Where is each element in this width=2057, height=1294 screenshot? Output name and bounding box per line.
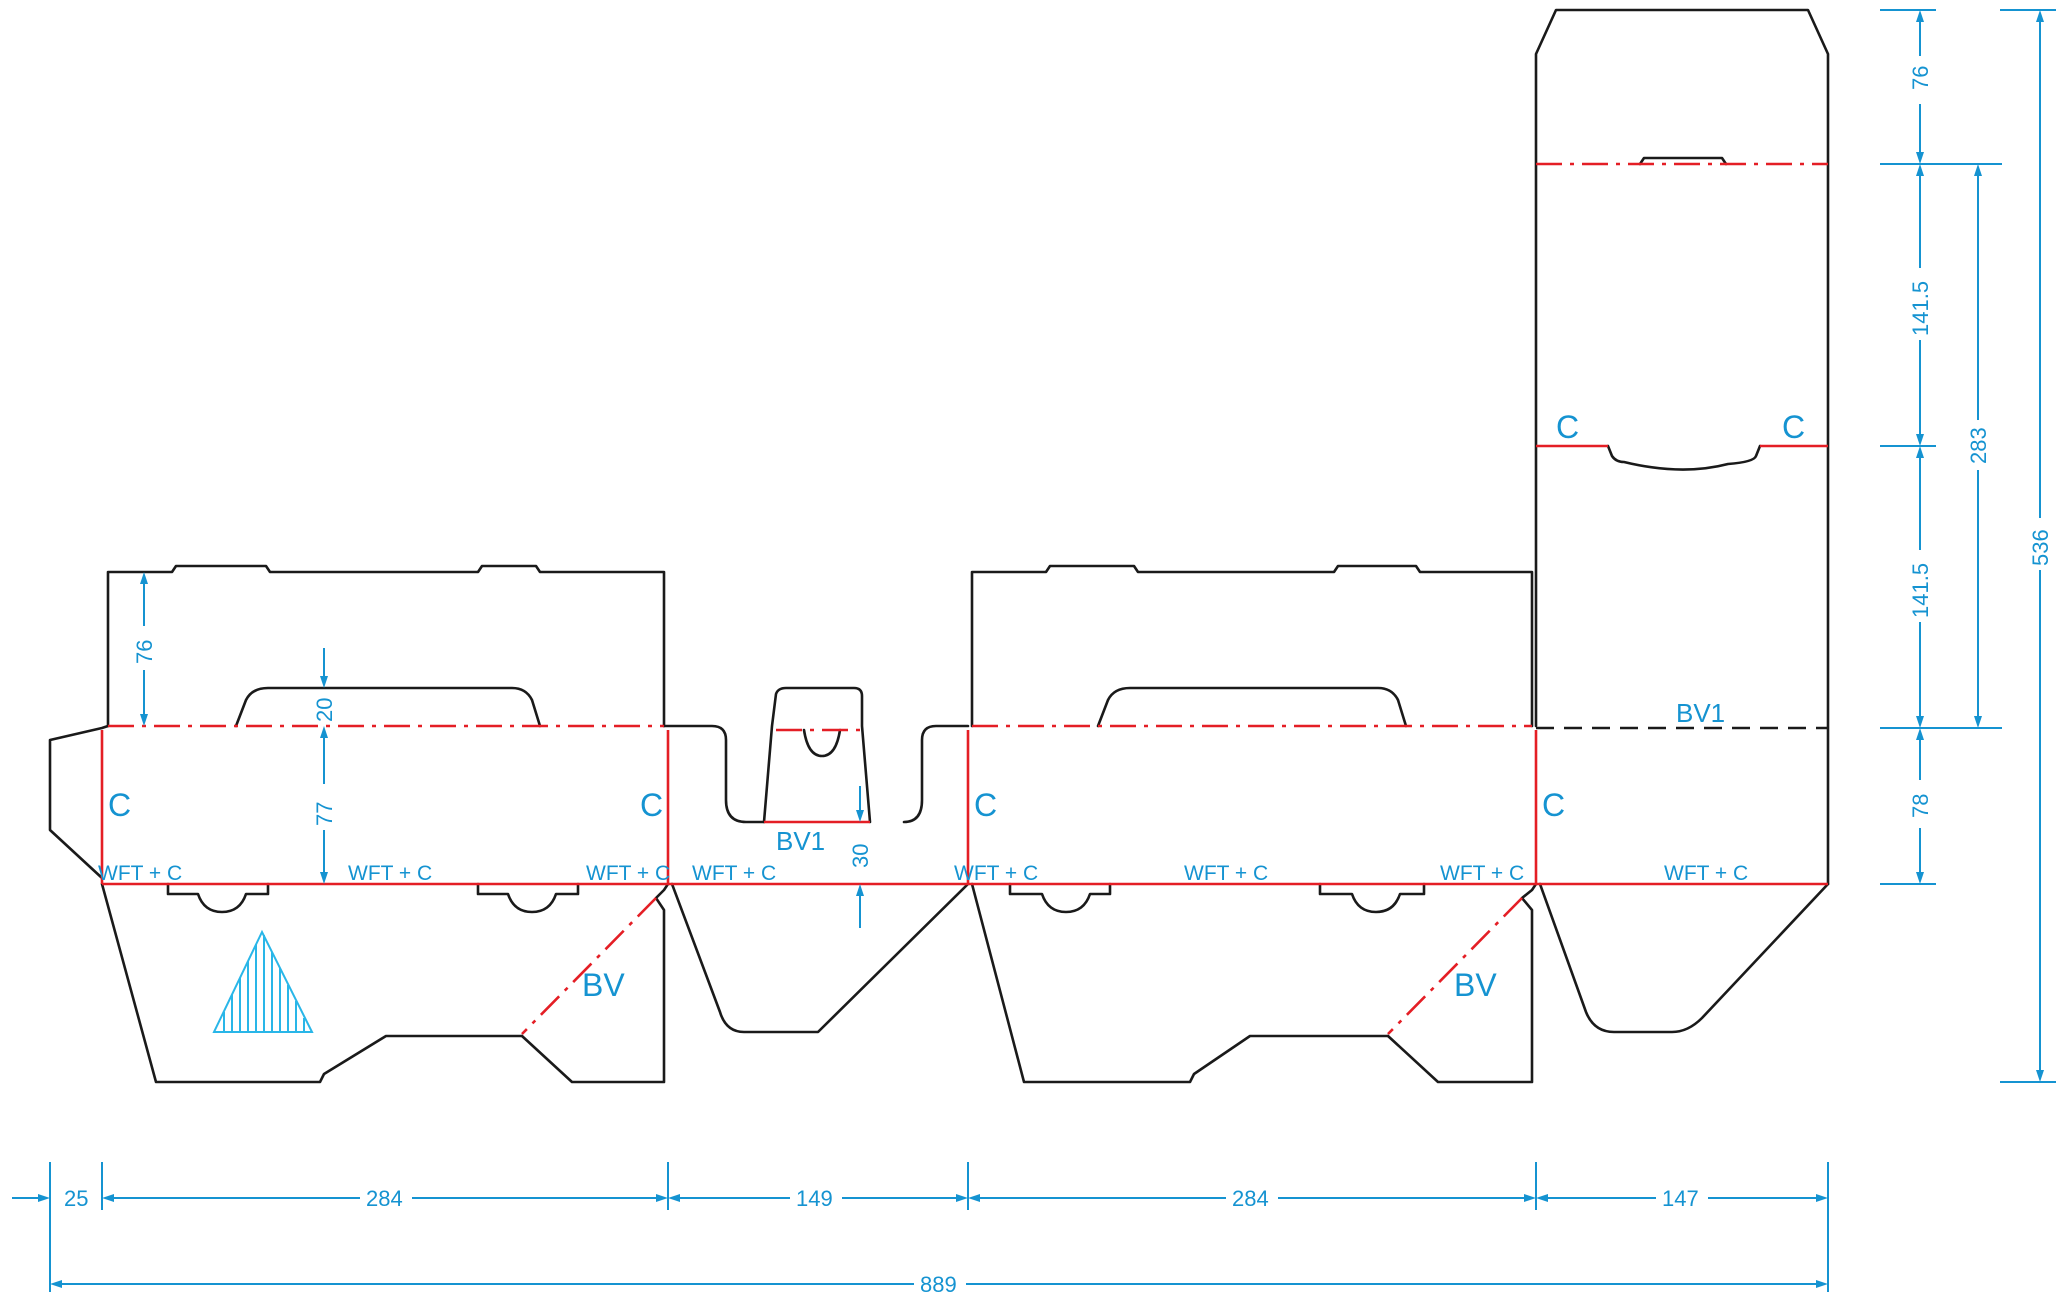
dim-text-78: 78 — [1908, 794, 1933, 818]
panel3-lock-tab-right — [1318, 882, 1426, 914]
label-c-panel3-left: C — [974, 787, 997, 823]
label-wft-8: WFT + C — [1664, 862, 1748, 885]
dim-text-141-5-top: 141.5 — [1908, 281, 1933, 336]
label-bv-panel3: BV — [1454, 967, 1497, 1003]
triangle-logo — [212, 929, 314, 1033]
panel4-middle-cutout — [1606, 444, 1762, 471]
dim-text-76-right: 76 — [1908, 66, 1933, 90]
label-bv1-center: BV1 — [776, 826, 825, 856]
label-c-panel4-left: C — [1542, 787, 1565, 823]
label-c-panel4-upper-left: C — [1556, 409, 1579, 445]
panel4-outline — [1534, 8, 1830, 886]
panel1-lock-tab-right — [476, 882, 580, 914]
crease-lines — [100, 162, 1828, 1035]
panel3-lock-tab-left — [1008, 882, 1112, 914]
label-wft-3: WFT + C — [586, 862, 670, 885]
center-bottom-flap — [670, 882, 970, 1034]
label-c-panel1-right: C — [640, 787, 663, 823]
panel-labels: C C C C C C BV BV BV1 BV1 WFT + C WFT + … — [98, 409, 1805, 1003]
inner-dimensions: 76 20 77 30 — [132, 572, 873, 928]
cut-lines — [48, 8, 1830, 1084]
panel4-top-tab — [1638, 156, 1728, 166]
label-c-panel1-left: C — [108, 787, 131, 823]
center-tab — [762, 686, 872, 824]
panel1-bottom-flap — [100, 882, 524, 1084]
panel3-bv-diagonal — [1387, 897, 1523, 1035]
vertical-dimensions-right: 76 141.5 141.5 78 283 536 — [1880, 9, 2056, 1083]
center-panel-outline-right — [902, 724, 970, 824]
label-bv1-panel4: BV1 — [1676, 698, 1725, 728]
center-tab-hole — [802, 728, 842, 758]
label-c-panel4-upper-right: C — [1782, 409, 1805, 445]
label-wft-6: WFT + C — [1184, 862, 1268, 885]
left-glue-flap — [48, 724, 110, 880]
panel3-window-tab — [1096, 686, 1408, 728]
label-wft-4: WFT + C — [692, 862, 776, 885]
dim-text-147: 147 — [1662, 1186, 1699, 1211]
panel3-bottom-flap-right — [1386, 882, 1538, 1084]
panel3-top-flap-outline — [970, 564, 1534, 728]
panel4-bottom-flap — [1538, 882, 1830, 1034]
dim-text-76-left: 76 — [132, 640, 157, 664]
label-wft-5: WFT + C — [954, 862, 1038, 885]
dim-text-141-5-bottom: 141.5 — [1908, 563, 1933, 618]
panel3-bottom-flap — [970, 882, 1390, 1084]
dim-text-149: 149 — [796, 1186, 833, 1211]
dim-text-25: 25 — [64, 1186, 88, 1211]
dim-text-284-right: 284 — [1232, 1186, 1269, 1211]
label-wft-2: WFT + C — [348, 862, 432, 885]
panel1-top-flap-outline — [106, 564, 666, 728]
dim-text-77: 77 — [312, 802, 337, 826]
dim-text-284-left: 284 — [366, 1186, 403, 1211]
center-panel-outline — [662, 724, 766, 824]
panel1-lock-tab-left — [166, 882, 270, 914]
label-wft-7: WFT + C — [1440, 862, 1524, 885]
panel1-bottom-flap-right — [520, 882, 670, 1084]
label-bv-panel1: BV — [582, 967, 625, 1003]
panel1-window-tab — [234, 686, 542, 728]
dim-text-20: 20 — [312, 698, 337, 722]
dim-text-30: 30 — [848, 844, 873, 868]
dim-text-889: 889 — [920, 1272, 957, 1294]
panel1-bv-diagonal — [521, 897, 657, 1035]
dim-text-536: 536 — [2028, 529, 2053, 566]
dim-text-283: 283 — [1966, 427, 1991, 464]
horizontal-dimensions: 25 284 149 284 147 889 — [12, 1162, 1829, 1294]
label-wft-1: WFT + C — [98, 862, 182, 885]
